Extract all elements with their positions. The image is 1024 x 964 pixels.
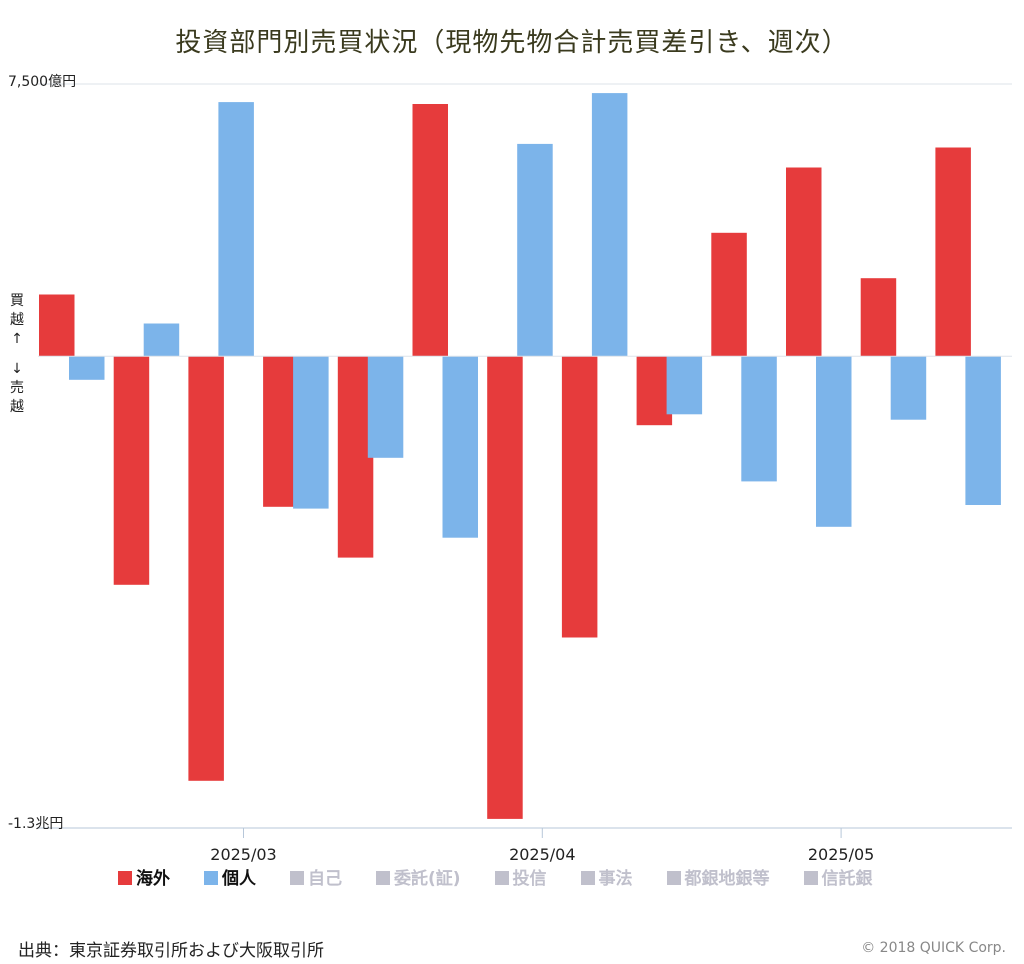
legend-label: 投信 bbox=[512, 869, 547, 889]
bar-個人-6[interactable] bbox=[442, 356, 479, 538]
y-axis-min-label: -1.3兆円 bbox=[8, 816, 63, 832]
x-tick-label: 2025/03 bbox=[210, 845, 276, 864]
legend-label: 海外 bbox=[136, 869, 170, 889]
legend-swatch bbox=[494, 871, 509, 885]
sell-label-char: 越 bbox=[10, 399, 24, 415]
bar-海外-12[interactable] bbox=[860, 278, 897, 357]
legend: 海外 個人 自己 委託(証) 投信 事法 都銀地銀等 信託銀 bbox=[118, 864, 918, 894]
legend-item-2[interactable]: 個人 bbox=[204, 864, 256, 894]
bar-個人-2[interactable] bbox=[143, 323, 180, 357]
bar-個人-12[interactable] bbox=[890, 356, 927, 420]
bar-海外-6[interactable] bbox=[412, 104, 449, 357]
legend-swatch bbox=[666, 871, 681, 885]
bars-layer bbox=[39, 93, 1001, 819]
bar-海外-1[interactable] bbox=[39, 294, 75, 357]
legend-label: 都銀地銀等 bbox=[684, 869, 770, 889]
legend-item-1[interactable]: 海外 bbox=[118, 864, 170, 894]
x-axis-ticks: 2025/03 2025/04 2025/05 bbox=[210, 828, 874, 864]
copyright-note: © 2018 QUICK Corp. bbox=[861, 940, 1006, 956]
bar-個人-13[interactable] bbox=[965, 356, 1001, 505]
bar-個人-7[interactable] bbox=[517, 143, 553, 357]
bar-個人-11[interactable] bbox=[816, 356, 852, 527]
sell-label-char: 売 bbox=[10, 380, 24, 396]
x-tick-label: 2025/04 bbox=[509, 845, 575, 864]
legend-item-7[interactable]: 都銀地銀等 bbox=[666, 864, 770, 894]
legend-swatch bbox=[290, 871, 304, 885]
buy-label-char: 越 bbox=[10, 312, 24, 328]
legend-item-3[interactable]: 自己 bbox=[290, 864, 342, 894]
buy-label-char: ↑ bbox=[11, 331, 23, 347]
bar-海外-3[interactable] bbox=[188, 356, 224, 781]
legend-item-4[interactable]: 委託(証) bbox=[376, 864, 461, 894]
bar-海外-4[interactable] bbox=[263, 356, 299, 507]
bar-個人-8[interactable] bbox=[591, 93, 628, 357]
bar-個人-9[interactable] bbox=[666, 356, 703, 415]
y-axis-max-label: 7,500億円 bbox=[8, 74, 76, 90]
source-note: 出典：東京証券取引所および大阪取引所 bbox=[18, 941, 324, 961]
x-tick-label: 2025/05 bbox=[808, 845, 874, 864]
buy-sell-side-label: 買越↑↓売越 bbox=[10, 293, 24, 415]
bar-海外-7[interactable] bbox=[487, 356, 523, 819]
chart-title: 投資部門別売買状況（現物先物合計売買差引き、週次） bbox=[175, 28, 849, 58]
bar-個人-4[interactable] bbox=[293, 356, 329, 509]
legend-label: 信託銀 bbox=[821, 869, 873, 889]
legend-swatch bbox=[803, 871, 818, 885]
buy-label-char: 買 bbox=[10, 293, 24, 309]
bar-海外-13[interactable] bbox=[935, 147, 971, 357]
bar-海外-10[interactable] bbox=[711, 232, 747, 357]
bar-海外-2[interactable] bbox=[113, 356, 150, 585]
legend-item-5[interactable]: 投信 bbox=[494, 864, 547, 894]
legend-swatch bbox=[204, 871, 218, 885]
legend-swatch bbox=[580, 871, 595, 885]
legend-item-8[interactable]: 信託銀 bbox=[803, 864, 873, 894]
bar-個人-5[interactable] bbox=[367, 356, 404, 458]
bar-海外-11[interactable] bbox=[786, 167, 822, 357]
legend-label: 自己 bbox=[308, 869, 342, 889]
sell-label-char: ↓ bbox=[11, 361, 23, 377]
legend-swatch bbox=[376, 871, 390, 885]
legend-label: 委託(証) bbox=[394, 869, 461, 889]
legend-label: 事法 bbox=[598, 869, 633, 889]
bar-個人-3[interactable] bbox=[218, 102, 254, 357]
bar-海外-9[interactable] bbox=[636, 356, 673, 426]
bar-個人-10[interactable] bbox=[741, 356, 777, 482]
legend-item-6[interactable]: 事法 bbox=[580, 864, 633, 894]
legend-label: 個人 bbox=[222, 869, 256, 889]
axes-layer bbox=[38, 83, 1012, 829]
bar-海外-8[interactable] bbox=[561, 356, 598, 638]
bar-個人-1[interactable] bbox=[69, 356, 105, 380]
legend-swatch bbox=[118, 871, 132, 885]
bar-海外-5[interactable] bbox=[337, 356, 374, 558]
